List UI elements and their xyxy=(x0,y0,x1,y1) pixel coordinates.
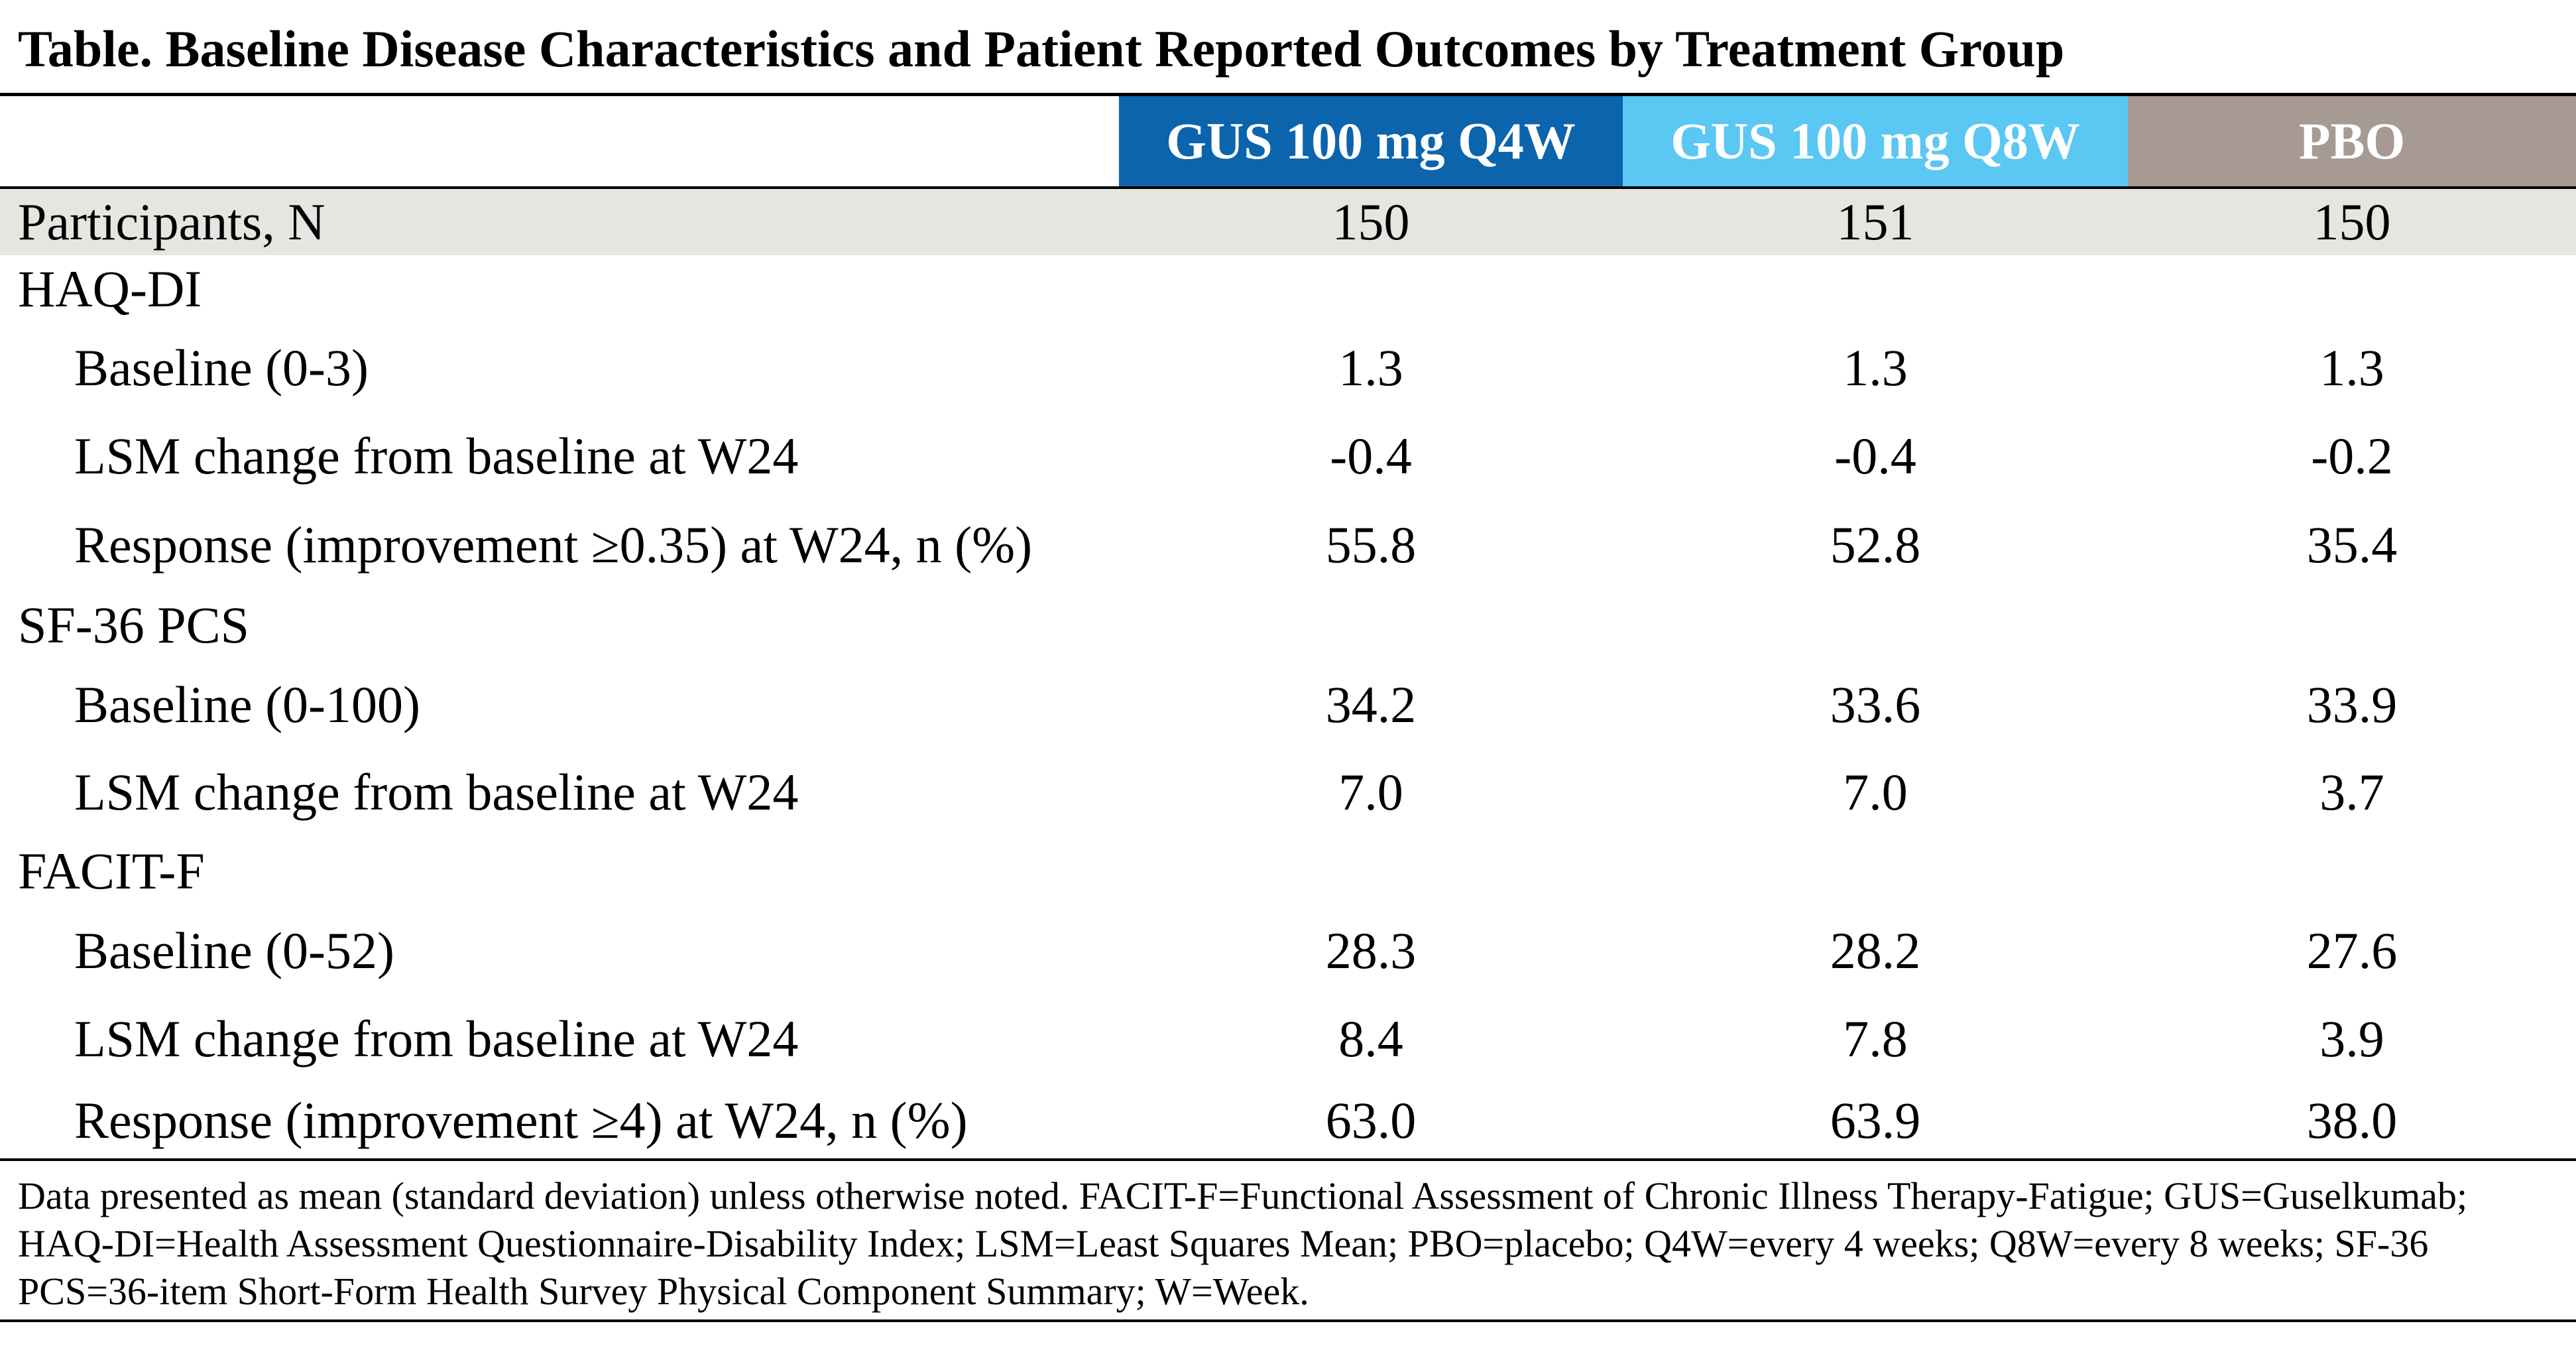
section-label: FACIT-F xyxy=(18,842,205,900)
cell-q8w: 7.8 xyxy=(1843,1010,1908,1068)
cell-q8w: 151 xyxy=(1836,193,1914,251)
header-rule xyxy=(0,186,2576,189)
table-row: LSM change from baseline at W24 -0.4 -0.… xyxy=(0,412,2576,500)
bottom-rule xyxy=(0,1158,2576,1161)
table-row-participants: Participants, N 150 151 150 xyxy=(0,189,2576,255)
cell-q8w: 28.2 xyxy=(1830,922,1921,979)
cell-pbo: 38.0 xyxy=(2306,1091,2398,1149)
row-label: LSM change from baseline at W24 xyxy=(74,427,799,485)
cell-q4w: 55.8 xyxy=(1325,515,1417,574)
end-rule xyxy=(0,1319,2576,1322)
cell-q4w: 28.3 xyxy=(1325,922,1417,979)
table-row: Baseline (0-52) 28.3 28.2 27.6 xyxy=(0,906,2576,995)
cell-q8w: 52.8 xyxy=(1830,515,1921,574)
cell-pbo: 3.7 xyxy=(2319,763,2384,821)
section-label: HAQ-DI xyxy=(18,260,202,318)
header-gus-q8w: GUS 100 mg Q8W xyxy=(1623,96,2128,186)
cell-q8w: 63.9 xyxy=(1830,1091,1921,1149)
section-header-sf-36-pcs: SF-36 PCS xyxy=(0,589,2576,661)
table-row: LSM change from baseline at W24 8.4 7.8 … xyxy=(0,995,2576,1083)
table-row: Baseline (0-3) 1.3 1.3 1.3 xyxy=(0,323,2576,412)
row-label: Baseline (0-100) xyxy=(74,676,421,733)
row-label: Response (improvement ≥4) at W24, n (%) xyxy=(74,1091,968,1149)
section-header-facit-f: FACIT-F xyxy=(0,836,2576,906)
cell-pbo: 3.9 xyxy=(2319,1010,2384,1068)
cell-pbo: 27.6 xyxy=(2306,922,2398,979)
cell-pbo: 1.3 xyxy=(2319,338,2384,397)
cell-q4w: 63.0 xyxy=(1325,1091,1417,1149)
cell-q4w: 1.3 xyxy=(1338,338,1403,397)
row-label: Participants, N xyxy=(18,193,325,251)
cell-q8w: 1.3 xyxy=(1843,338,1908,397)
table-title: Table. Baseline Disease Characteristics … xyxy=(18,20,2065,78)
table-row: Response (improvement ≥4) at W24, n (%) … xyxy=(0,1083,2576,1158)
table-row: Response (improvement ≥0.35) at W24, n (… xyxy=(0,500,2576,589)
table-footnote: Data presented as mean (standard deviati… xyxy=(18,1174,2468,1313)
table-row: LSM change from baseline at W24 7.0 7.0 … xyxy=(0,749,2576,836)
row-label: LSM change from baseline at W24 xyxy=(74,1010,799,1068)
cell-pbo: 150 xyxy=(2313,193,2391,251)
section-header-haq-di: HAQ-DI xyxy=(0,255,2576,323)
row-label: LSM change from baseline at W24 xyxy=(74,763,799,821)
row-label: Baseline (0-52) xyxy=(74,922,395,979)
top-rule xyxy=(0,93,2576,96)
header-gus-q4w: GUS 100 mg Q4W xyxy=(1119,96,1623,186)
cell-pbo: 33.9 xyxy=(2306,676,2398,733)
cell-q8w: 33.6 xyxy=(1830,676,1921,733)
cell-pbo: -0.2 xyxy=(2311,427,2393,485)
cell-q4w: 34.2 xyxy=(1325,676,1417,733)
cell-q4w: 150 xyxy=(1332,193,1410,251)
header-pbo: PBO xyxy=(2128,96,2576,186)
cell-q4w: 7.0 xyxy=(1338,763,1403,821)
cell-pbo: 35.4 xyxy=(2306,515,2398,574)
section-label: SF-36 PCS xyxy=(18,596,250,654)
cell-q8w: -0.4 xyxy=(1834,427,1916,485)
row-label: Response (improvement ≥0.35) at W24, n (… xyxy=(74,515,1033,574)
row-label: Baseline (0-3) xyxy=(74,338,369,397)
cell-q4w: 8.4 xyxy=(1338,1010,1403,1068)
table-row: Baseline (0-100) 34.2 33.6 33.9 xyxy=(0,661,2576,749)
cell-q4w: -0.4 xyxy=(1330,427,1412,485)
cell-q8w: 7.0 xyxy=(1843,763,1908,821)
